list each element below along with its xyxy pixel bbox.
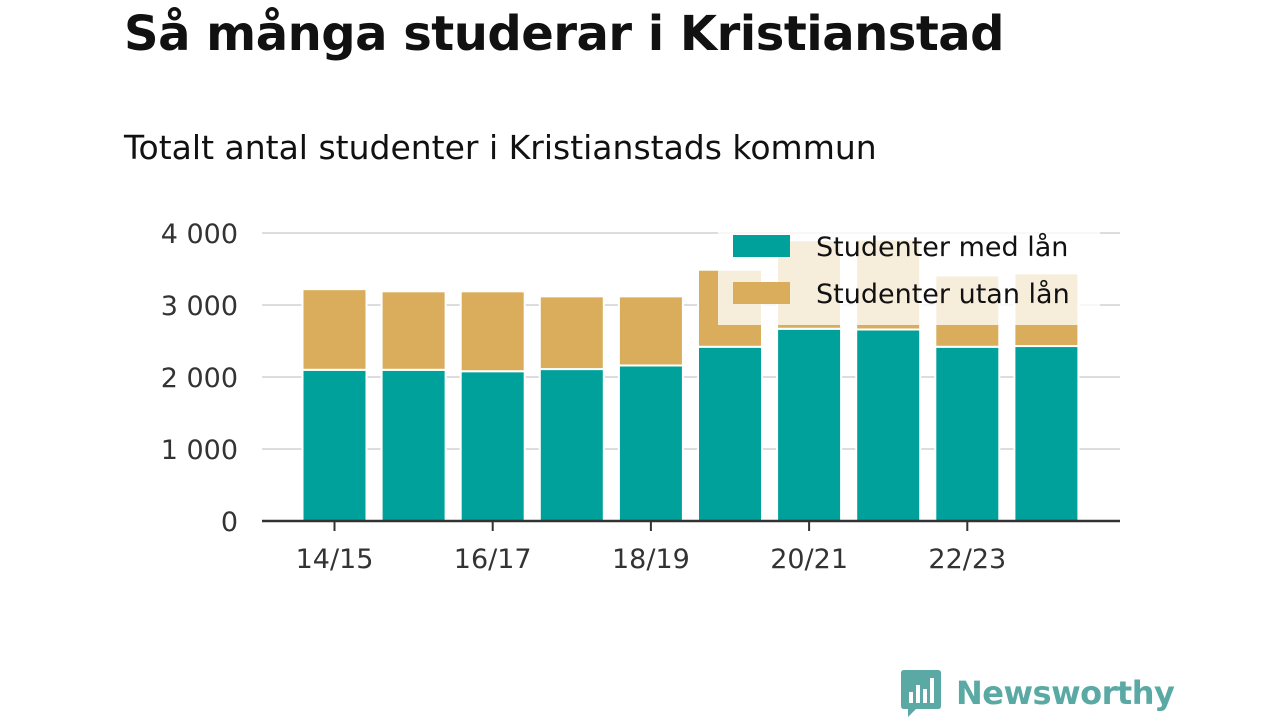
brand-name: Newsworthy bbox=[956, 674, 1175, 712]
legend: Studenter med lån Studenter utan lån bbox=[718, 225, 1100, 325]
legend-swatch-med-lan bbox=[733, 235, 790, 257]
bar-med-lan bbox=[1013, 345, 1080, 523]
bar-utan-lan bbox=[617, 295, 684, 367]
y-axis-ticks: 0 1 000 2 000 3 000 4 000 bbox=[161, 219, 238, 538]
legend-label-med-lan: Studenter med lån bbox=[816, 232, 1068, 263]
bar-chart-speech-bubble-icon bbox=[901, 670, 941, 717]
y-tick-label: 0 bbox=[221, 507, 238, 538]
bar-med-lan bbox=[380, 368, 447, 522]
y-tick-label: 3 000 bbox=[161, 291, 238, 322]
chart-title: Så många studerar i Kristianstad bbox=[124, 6, 1005, 62]
legend-swatch-utan-lan bbox=[733, 282, 790, 304]
bar-med-lan bbox=[301, 368, 368, 522]
bar-utan-lan bbox=[459, 290, 526, 373]
y-tick-label: 2 000 bbox=[161, 363, 238, 394]
bar-med-lan bbox=[934, 345, 1001, 523]
legend-label-utan-lan: Studenter utan lån bbox=[816, 279, 1070, 310]
bar-med-lan bbox=[459, 370, 526, 522]
x-axis-ticks: 14/15 16/17 18/19 20/21 22/23 bbox=[296, 521, 1006, 575]
bar-med-lan bbox=[697, 345, 763, 523]
x-tick-label: 20/21 bbox=[770, 544, 848, 575]
x-tick-label: 16/17 bbox=[454, 544, 532, 575]
chart-subtitle: Totalt antal studenter i Kristianstads k… bbox=[124, 128, 877, 167]
bar-utan-lan bbox=[380, 290, 447, 371]
bar-med-lan bbox=[776, 327, 843, 523]
bar-utan-lan bbox=[301, 288, 368, 371]
x-tick-label: 18/19 bbox=[612, 544, 690, 575]
bar-med-lan bbox=[617, 364, 684, 523]
y-tick-label: 4 000 bbox=[161, 219, 238, 250]
x-tick-label: 14/15 bbox=[296, 544, 374, 575]
bar-med-lan bbox=[855, 328, 922, 523]
y-tick-label: 1 000 bbox=[161, 435, 238, 466]
bar-med-lan bbox=[538, 368, 605, 522]
x-tick-label: 22/23 bbox=[928, 544, 1006, 575]
bar-utan-lan bbox=[538, 295, 605, 371]
brand-logo: Newsworthy bbox=[900, 668, 1175, 718]
